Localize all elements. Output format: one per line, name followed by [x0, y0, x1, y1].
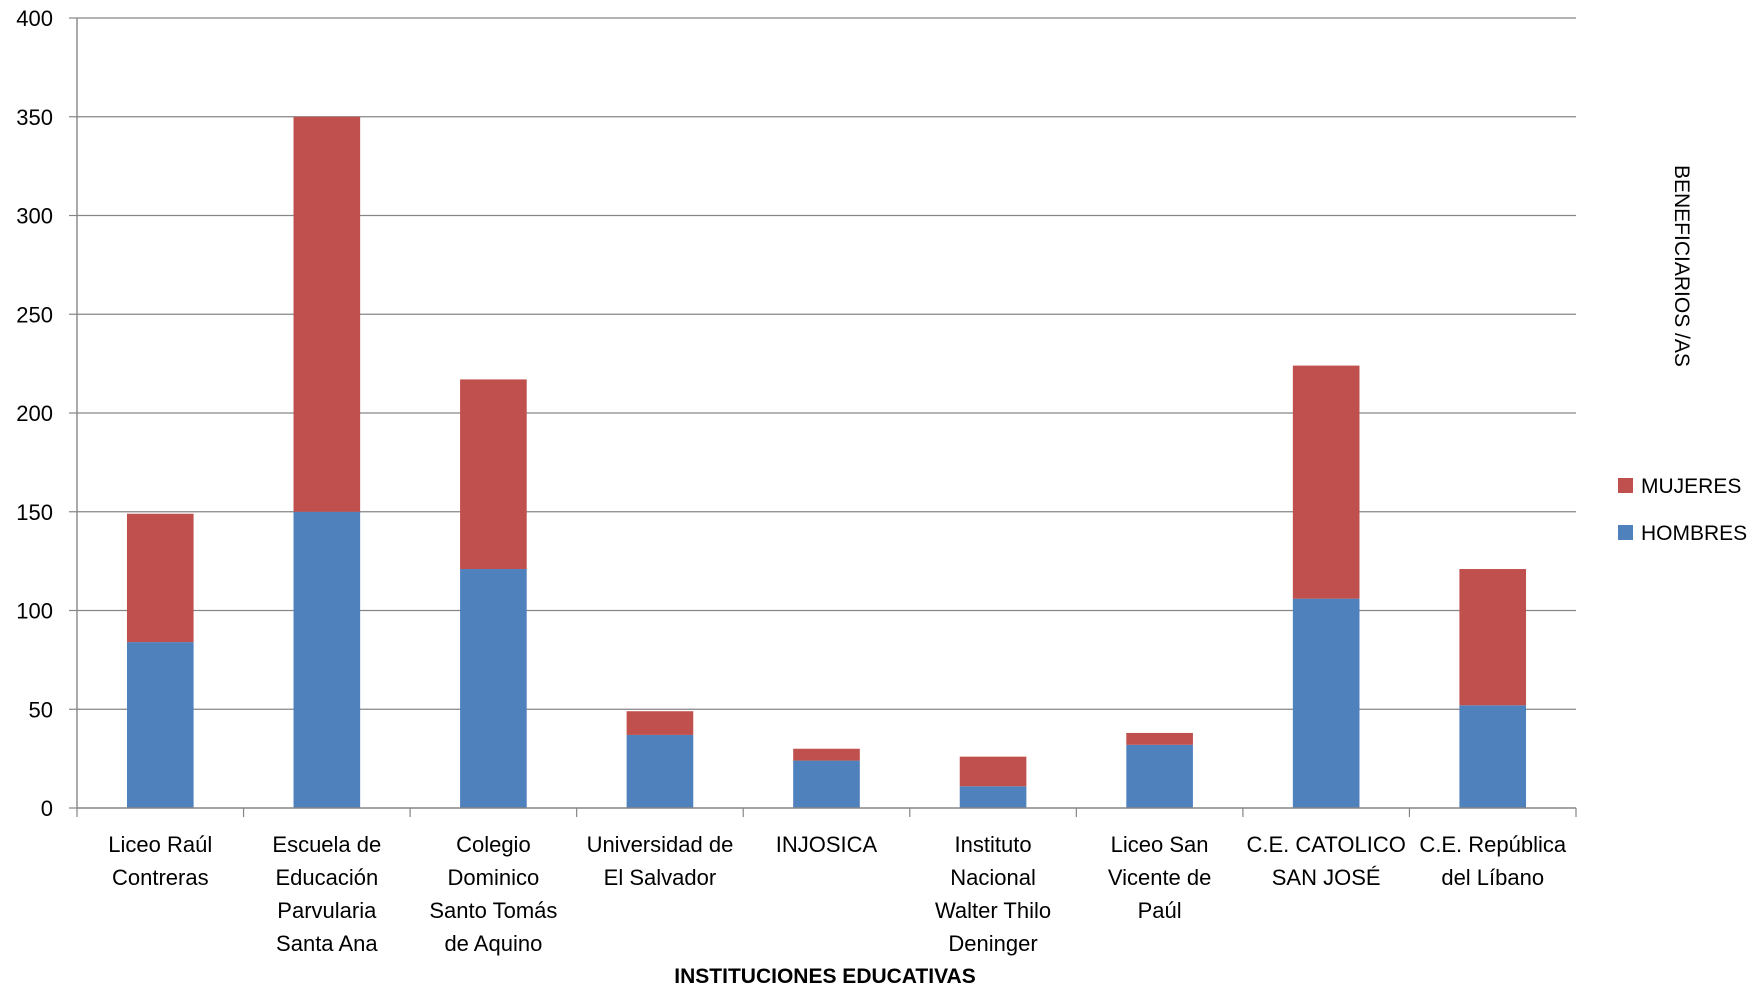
x-tick-label: Liceo Raúl Contreras — [108, 832, 212, 890]
x-tick-label: INJOSICA — [776, 832, 878, 857]
bar-hombres — [1459, 705, 1527, 808]
y-tick-label: 200 — [16, 401, 53, 426]
x-tick-label-line: Walter Thilo — [935, 898, 1051, 923]
bar-hombres — [1292, 598, 1360, 808]
bars — [126, 116, 1527, 808]
bar-hombres — [293, 511, 361, 808]
x-tick-label-line: Vicente de — [1108, 865, 1212, 890]
legend-label: HOMBRES — [1641, 522, 1747, 545]
y-axis-title: BENEFICIARIOS /AS — [1670, 165, 1693, 367]
x-tick-label-line: Universidad de — [587, 832, 734, 857]
x-tick-label: Escuela de Educación Parvularia Santa Ana — [272, 832, 381, 956]
bar-mujeres — [959, 756, 1027, 787]
x-tick-label-line: Deninger — [948, 931, 1037, 956]
axes — [69, 17, 1577, 817]
y-tick-label: 100 — [16, 599, 53, 624]
y-tick-label: 300 — [16, 204, 53, 229]
bar-mujeres — [626, 711, 694, 735]
x-tick-label-line: Colegio — [456, 832, 531, 857]
bar-hombres — [793, 760, 860, 808]
bar-hombres — [1126, 744, 1193, 808]
x-tick-label-line: Educación — [275, 865, 378, 890]
x-tick-label-line: Dominico — [448, 865, 540, 890]
x-tick-label-line: de Aquino — [444, 931, 542, 956]
bar-mujeres — [1292, 365, 1360, 599]
y-tick-label: 0 — [41, 796, 53, 821]
legend-label: MUJERES — [1641, 475, 1741, 498]
x-tick-label-line: SAN JOSÉ — [1272, 865, 1381, 890]
x-tick-label-line: Parvularia — [277, 898, 377, 923]
bar-hombres — [959, 786, 1027, 808]
y-tick-label: 50 — [29, 697, 53, 722]
x-tick-label: Liceo San Vicente de Paúl — [1108, 832, 1212, 923]
legend-swatch — [1618, 525, 1633, 540]
bar-mujeres — [1459, 569, 1527, 706]
x-tick-label-line: C.E. República — [1419, 832, 1567, 857]
x-axis-title: INSTITUCIONES EDUCATIVAS — [674, 965, 975, 988]
bar-mujeres — [1126, 732, 1193, 745]
x-tick-label-line: Santo Tomás — [429, 898, 557, 923]
legend: MUJERES HOMBRES — [1618, 475, 1747, 545]
x-tick-label-line: El Salvador — [604, 865, 717, 890]
x-tick-label: C.E. República del Líbano — [1419, 832, 1567, 890]
x-tick-label-line: Escuela de — [272, 832, 381, 857]
x-tick-label-line: INJOSICA — [776, 832, 878, 857]
x-tick-label: Colegio Dominico Santo Tomás de Aquino — [429, 832, 557, 956]
x-tick-label-line: Santa Ana — [276, 931, 378, 956]
legend-swatch — [1618, 478, 1633, 493]
x-tick-label-line: Paúl — [1138, 898, 1182, 923]
x-tick-label-line: Contreras — [112, 865, 209, 890]
bar-hombres — [126, 642, 194, 808]
x-tick-label-line: Liceo Raúl — [108, 832, 212, 857]
bar-mujeres — [293, 116, 361, 512]
y-tick-label: 400 — [16, 6, 53, 31]
x-tick-label-line: Liceo San — [1111, 832, 1209, 857]
axis-labels: 0 50 100 150 200 250 300 350 400 Liceo Raúl Contre… — [16, 6, 1567, 956]
bar-hombres — [626, 734, 694, 808]
bar-hombres — [460, 569, 527, 808]
bar-mujeres — [793, 748, 860, 761]
x-tick-label-line: del Líbano — [1441, 865, 1544, 890]
x-tick-label: Universidad de El Salvador — [587, 832, 734, 890]
x-tick-label: C.E. CATOLICO SAN JOSÉ — [1247, 832, 1406, 890]
x-tick-label: Instituto Nacional Walter Thilo Deninger — [935, 832, 1051, 956]
y-tick-label: 150 — [16, 500, 53, 525]
bar-mujeres — [126, 513, 194, 643]
y-tick-label: 350 — [16, 105, 53, 130]
x-tick-label-line: Instituto — [955, 832, 1032, 857]
bar-mujeres — [460, 379, 527, 570]
x-tick-label-line: C.E. CATOLICO — [1247, 832, 1406, 857]
y-tick-label: 250 — [16, 302, 53, 327]
x-tick-label-line: Nacional — [950, 865, 1036, 890]
